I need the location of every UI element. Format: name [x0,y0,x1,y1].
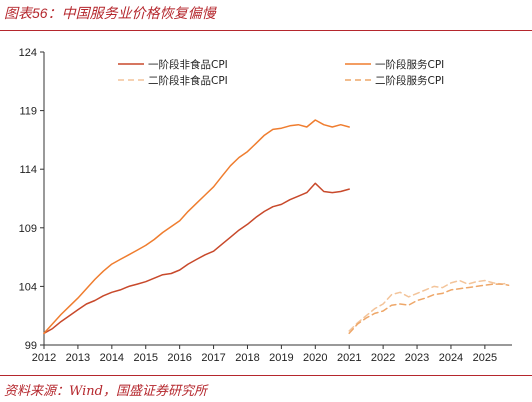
figure-title: 图表56：中国服务业价格恢复偏慢 [4,3,216,23]
x-tick-label: 2019 [269,352,293,364]
figure-title-prefix: 图表 [4,6,32,22]
y-tick-label: 99 [25,340,37,352]
x-tick-label: 2017 [201,352,225,364]
y-tick-label: 104 [19,281,37,293]
legend-label-4: 二阶段服务CPI [375,74,444,87]
x-tick-label: 2012 [32,352,56,364]
figure-title-number: 56 [32,5,48,21]
x-tick-label: 2016 [167,352,191,364]
x-tick-label: 2015 [133,352,157,364]
x-tick-label: 2023 [405,352,429,364]
axes: 99 104 109 114 119 124 2012 2013 2014 2015 2016 201… [19,47,512,364]
legend-label-1: 一阶段非食品CPI [148,58,228,71]
series-lines [43,119,510,335]
x-tick-label: 2018 [235,352,259,364]
x-tick-label: 2021 [337,352,361,364]
legend-label-3: 二阶段非食品CPI [148,74,228,87]
bottom-rule [0,375,532,376]
y-tick-label: 119 [19,106,37,118]
series-line-4 [348,283,510,335]
top-rule [0,30,532,31]
x-tick-label: 2025 [473,352,497,364]
x-tick-label: 2022 [371,352,395,364]
legend: 一阶段非食品CPI 一阶段服务CPI 二阶段非食品CPI 二阶段服务CPI [118,58,444,87]
x-tick-label: 2024 [439,352,463,364]
series-line-1 [43,182,350,335]
x-tick-label: 2014 [100,352,124,364]
series-line-3 [348,279,510,332]
y-tick-label: 114 [19,164,37,176]
figure-title-text: ：中国服务业价格恢复偏慢 [47,6,216,22]
y-tick-label: 109 [19,223,37,235]
x-tick-label: 2020 [303,352,327,364]
legend-label-2: 一阶段服务CPI [375,58,444,71]
x-tick-label: 2013 [66,352,90,364]
source-note: 资料来源：Wind，国盛证券研究所 [4,384,207,399]
y-tick-label: 124 [19,47,37,59]
series-line-2 [43,119,350,335]
